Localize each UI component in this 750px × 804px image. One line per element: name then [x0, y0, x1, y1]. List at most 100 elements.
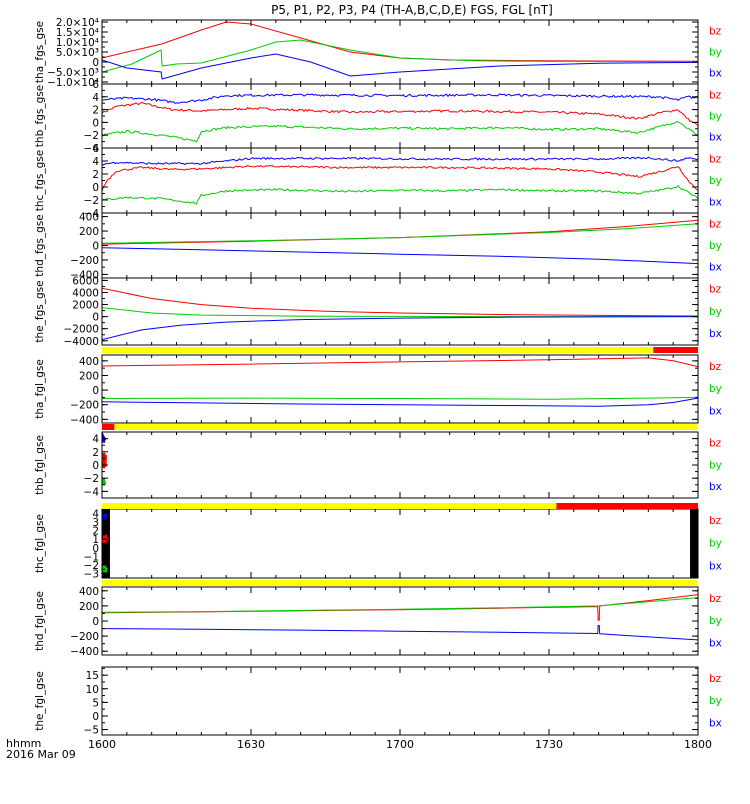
- ytick-label: −4: [84, 486, 100, 498]
- series-bx-tha_fgl: [102, 397, 698, 407]
- legend-by: by: [709, 111, 722, 123]
- ytick-label: 200: [79, 226, 99, 238]
- panel-tha_fgs: 2.0×10⁴1.5×10⁴1.0×10⁴5.0×10³0−5.0×10³−1.…: [34, 17, 722, 89]
- series-by-tha_fgs: [102, 39, 698, 73]
- ytick-label: −1.0×10⁴: [47, 77, 99, 89]
- legend-by: by: [709, 383, 722, 395]
- ytick-label: 2: [92, 526, 99, 538]
- legend-by: by: [709, 615, 722, 627]
- legend-by: by: [709, 175, 722, 187]
- ytick-label: −200: [70, 255, 99, 267]
- ytick-label: 1.0×10⁴: [56, 37, 99, 49]
- series-bx-thc_fgl: [102, 512, 108, 520]
- ytick-label: 0: [92, 182, 99, 194]
- series-by-thb_fgs: [102, 121, 698, 143]
- legend-bx: bx: [709, 406, 722, 418]
- ytick-label: 0: [92, 117, 99, 129]
- ytick-label: 0: [92, 460, 99, 472]
- series-bz-thd_fgs: [102, 219, 698, 245]
- ylabel-thd_fgs: thd_fgs_gse: [34, 214, 46, 276]
- panel-frame-thd_fgs: [101, 212, 699, 279]
- legend-bz: bz: [709, 89, 722, 101]
- ytick-label: −4000: [63, 336, 99, 348]
- legend-bz: bz: [709, 361, 722, 373]
- panels: 2.0×10⁴1.5×10⁴1.0×10⁴5.0×10³0−5.0×10³−1.…: [34, 17, 722, 737]
- panel-tha_fgl: 400 200 0 −200 −400 tha_fgl_gse bz by bx: [34, 347, 722, 426]
- ytick-label: −4: [84, 208, 100, 220]
- legend-bx: bx: [709, 718, 722, 730]
- legend-bx: bx: [709, 560, 722, 572]
- series-bz-thc_fgs: [102, 164, 698, 192]
- ytick-label: 6: [92, 79, 99, 91]
- chart-title: P5, P1, P2, P3, P4 (TH-A,B,C,D,E) FGS, F…: [271, 3, 553, 17]
- ytick-label: 6000: [72, 275, 99, 287]
- ytick-label: 4: [92, 156, 99, 168]
- legend-bz: bz: [709, 673, 722, 685]
- legend-bx: bx: [709, 196, 722, 208]
- ytick-label: −2000: [63, 324, 99, 336]
- status-bar-segment-0: [102, 424, 115, 430]
- panel-frame-the_fgs: [101, 277, 699, 346]
- series-bx-thd_fgl: [102, 625, 698, 641]
- series-by-tha_fgl: [102, 396, 698, 400]
- legend-bz: bz: [709, 154, 722, 166]
- ytick-label: 5: [92, 697, 99, 709]
- ytick-label: 2: [92, 105, 99, 117]
- ytick-label: −400: [70, 646, 99, 658]
- status-bar-segment-0: [102, 503, 557, 509]
- ytick-label: 1: [92, 534, 99, 546]
- time-axis: hhmm 2016 Mar 09 1600 1630 1700 1730 1800: [6, 737, 712, 761]
- ytick-label: 0: [92, 543, 99, 555]
- status-bar-segment-1: [114, 424, 698, 430]
- legend-bx: bx: [709, 638, 722, 650]
- series-bx-tha_fgs: [102, 53, 698, 80]
- series-bx-thb_fgl: [102, 432, 107, 443]
- ytick-label: −2: [84, 130, 99, 142]
- legend-bz: bz: [709, 284, 722, 296]
- ytick-label: 200: [79, 370, 99, 382]
- ytick-label: 0: [92, 385, 99, 397]
- panel-frame-thb_fgl: [101, 431, 699, 499]
- ytick-label: 15: [86, 670, 99, 682]
- series-bz-thb_fgs: [102, 101, 698, 126]
- time-axis-date: 2016 Mar 09: [6, 748, 76, 761]
- ytick-label: 400: [79, 356, 99, 368]
- ytick-label: 0: [92, 711, 99, 723]
- series-bx-the_fgs: [102, 316, 698, 341]
- ytick-label: 10: [86, 684, 99, 696]
- ytick-label: 0: [92, 241, 99, 253]
- legend-bz: bz: [709, 593, 722, 605]
- ytick-label: 400: [79, 212, 99, 224]
- ytick-label: −200: [70, 631, 99, 643]
- ytick-label: 200: [79, 601, 99, 613]
- panel-frame-tha_fgs: [101, 19, 699, 85]
- panel-thd_fgs: 400 200 0 −200 −400 thd_fgs_gse bz by bx: [34, 212, 722, 282]
- xtick-label-1700: 1700: [386, 738, 414, 751]
- panel-thd_fgl: 400 200 0 −200 −400 thd_fgl_gse bz by bx: [34, 580, 722, 658]
- panel-frame-thc_fgl: [101, 508, 699, 579]
- ytick-label: 2: [92, 447, 99, 459]
- legend-by: by: [709, 306, 722, 318]
- legend-bz: bz: [709, 438, 722, 450]
- status-bar-segment-1: [653, 347, 698, 353]
- ylabel-thd_fgl: thd_fgl_gse: [34, 591, 46, 651]
- ytick-label: 4: [92, 508, 99, 520]
- series-by-the_fgs: [102, 307, 698, 318]
- panel-thb_fgl: 420−2−4 thb_fgl_gse bz by bx: [34, 424, 722, 499]
- ytick-label: 4: [92, 434, 99, 446]
- legend-by: by: [709, 47, 722, 59]
- ytick-label: −5.0×10³: [47, 67, 99, 79]
- legend-bz: bz: [709, 25, 722, 37]
- panel-frame-thb_fgs: [101, 83, 699, 149]
- ytick-label: −1: [84, 551, 99, 563]
- ylabel-the_fgs: the_fgs_gse: [34, 280, 46, 342]
- legend-by: by: [709, 240, 722, 252]
- panel-the_fgl: 15 105 0 −5 the_fgl_gse bz by bx: [34, 666, 722, 737]
- legend-bx: bx: [709, 481, 722, 493]
- ytick-label: 4000: [72, 287, 99, 299]
- legend-bz: bz: [709, 515, 722, 527]
- xtick-label-1600: 1600: [88, 738, 116, 751]
